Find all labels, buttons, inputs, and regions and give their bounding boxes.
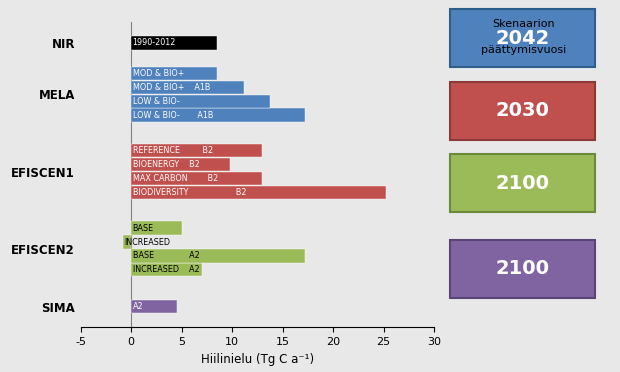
Bar	[131, 36, 217, 49]
Bar	[131, 186, 386, 199]
Bar	[131, 172, 262, 185]
Bar	[131, 300, 177, 314]
Text: BIODIVERSITY                   B2: BIODIVERSITY B2	[133, 188, 246, 197]
Text: 2100: 2100	[495, 174, 549, 193]
Text: 2030: 2030	[495, 101, 549, 120]
Text: LOW & BIO-       A1B: LOW & BIO- A1B	[133, 110, 213, 119]
Text: Skenaarion: Skenaarion	[492, 19, 556, 29]
Bar	[123, 235, 131, 249]
Bar	[131, 81, 244, 94]
X-axis label: Hiilinielu (Tg C a⁻¹): Hiilinielu (Tg C a⁻¹)	[201, 353, 314, 366]
Text: MAX CARBON        B2: MAX CARBON B2	[133, 174, 218, 183]
Text: LOW & BIO-: LOW & BIO-	[133, 97, 179, 106]
Text: REFERENCE         B2: REFERENCE B2	[133, 146, 213, 155]
Text: MOD & BIO+    A1B: MOD & BIO+ A1B	[133, 83, 210, 92]
Text: 2042: 2042	[495, 29, 549, 48]
Bar	[131, 144, 262, 157]
Text: INCREASED    A2: INCREASED A2	[133, 265, 199, 274]
Bar	[131, 67, 217, 80]
Text: BASE: BASE	[133, 224, 154, 232]
Bar	[131, 108, 305, 122]
Bar	[131, 249, 305, 263]
Text: MOD & BIO+: MOD & BIO+	[133, 69, 184, 78]
Text: INCREASED: INCREASED	[124, 238, 170, 247]
Text: A2: A2	[133, 302, 143, 311]
Bar	[131, 158, 230, 171]
Text: 1990-2012: 1990-2012	[133, 38, 176, 47]
Text: BASE              A2: BASE A2	[133, 251, 200, 260]
Text: BIOENERGY    B2: BIOENERGY B2	[133, 160, 200, 169]
Bar	[131, 263, 202, 276]
Text: päättymisvuosi: päättymisvuosi	[481, 45, 567, 55]
Bar	[131, 221, 182, 235]
Bar	[131, 94, 270, 108]
Text: 2100: 2100	[495, 259, 549, 278]
